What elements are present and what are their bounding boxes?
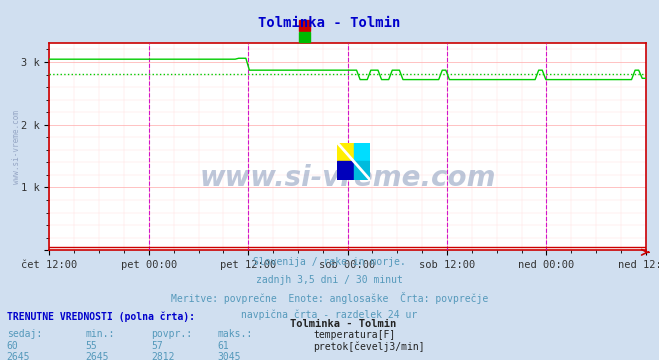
Text: 55: 55: [86, 341, 98, 351]
Text: 57: 57: [152, 341, 163, 351]
Text: 2645: 2645: [86, 352, 109, 360]
Text: www.si-vreme.com: www.si-vreme.com: [200, 164, 496, 192]
Text: www.si-vreme.com: www.si-vreme.com: [12, 110, 21, 184]
Text: navpična črta - razdelek 24 ur: navpična črta - razdelek 24 ur: [241, 309, 418, 320]
Text: 3045: 3045: [217, 352, 241, 360]
Text: maks.:: maks.:: [217, 329, 252, 339]
Text: Tolminka - Tolmin: Tolminka - Tolmin: [258, 16, 401, 30]
Text: 2645: 2645: [7, 352, 30, 360]
Text: temperatura[F]: temperatura[F]: [313, 330, 395, 341]
Text: pretok[čevelj3/min]: pretok[čevelj3/min]: [313, 342, 424, 352]
Bar: [299, 32, 310, 42]
Text: min.:: min.:: [86, 329, 115, 339]
Bar: [354, 143, 370, 161]
Text: zadnjh 3,5 dni / 30 minut: zadnjh 3,5 dni / 30 minut: [256, 275, 403, 285]
Text: sedaj:: sedaj:: [7, 329, 42, 339]
Text: 61: 61: [217, 341, 229, 351]
Text: 2812: 2812: [152, 352, 175, 360]
Bar: [337, 161, 354, 180]
Text: Tolminka - Tolmin: Tolminka - Tolmin: [290, 319, 396, 329]
Text: TRENUTNE VREDNOSTI (polna črta):: TRENUTNE VREDNOSTI (polna črta):: [7, 311, 194, 322]
Text: 60: 60: [7, 341, 18, 351]
Text: Meritve: povprečne  Enote: anglosaške  Črta: povprečje: Meritve: povprečne Enote: anglosaške Črt…: [171, 292, 488, 304]
Text: Slovenija / reke in morje.: Slovenija / reke in morje.: [253, 257, 406, 267]
Bar: [337, 143, 354, 161]
Bar: [299, 20, 310, 31]
Bar: [354, 161, 370, 180]
Text: povpr.:: povpr.:: [152, 329, 192, 339]
